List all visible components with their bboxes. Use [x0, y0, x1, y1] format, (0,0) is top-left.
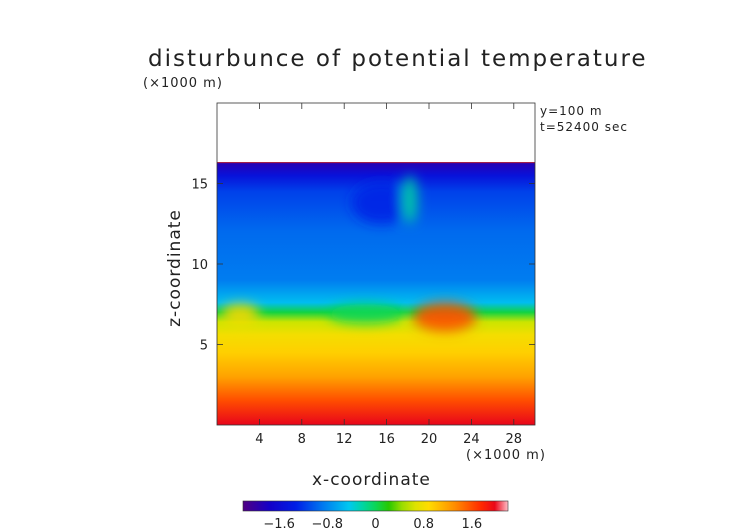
- anomaly-1: [351, 181, 411, 224]
- annotation-time: t=52400 sec: [540, 120, 628, 134]
- chart-title: disturbunce of potential temperature: [148, 46, 648, 72]
- y-tick-label-5: 5: [200, 339, 208, 354]
- heatmap-anomalies: [221, 175, 477, 332]
- annotation-y-position: y=100 m: [540, 104, 603, 118]
- colorbar-tick-label-2: 0: [371, 517, 379, 532]
- x-tick-label-12: 12: [336, 432, 353, 447]
- x-tick-label-4: 4: [255, 432, 263, 447]
- anomaly-4: [402, 175, 418, 224]
- anomaly-3: [328, 304, 403, 324]
- x-tick-label-8: 8: [298, 432, 306, 447]
- colorbar-tick-label-4: 1.6: [462, 517, 483, 532]
- colorbar: −1.6 −0.8 0 0.8 1.6: [242, 500, 509, 532]
- y-tick-label-10: 10: [191, 258, 208, 273]
- x-tick-label-24: 24: [463, 432, 480, 447]
- colorbar-tick-label-1: −0.8: [312, 517, 344, 532]
- x-tick-label-20: 20: [421, 432, 438, 447]
- x-axis-label: x-coordinate: [312, 470, 431, 490]
- x-axis-unit: (×1000 m): [466, 448, 546, 463]
- anomaly-0: [221, 304, 260, 324]
- x-axis: 4 8 12 16 20 24 28: [255, 103, 522, 447]
- x-tick-label-28: 28: [506, 432, 523, 447]
- colorbar-tick-label-0: −1.6: [263, 517, 295, 532]
- colorbar-tick-label-3: 0.8: [413, 517, 434, 532]
- y-axis: 5 10 15: [191, 178, 535, 354]
- y-axis-unit: (×1000 m): [143, 76, 223, 91]
- anomaly-2: [413, 302, 477, 332]
- x-tick-label-16: 16: [378, 432, 395, 447]
- colorbar-scale: [242, 500, 509, 512]
- y-tick-label-15: 15: [191, 178, 208, 193]
- heatmap-field: [217, 161, 535, 425]
